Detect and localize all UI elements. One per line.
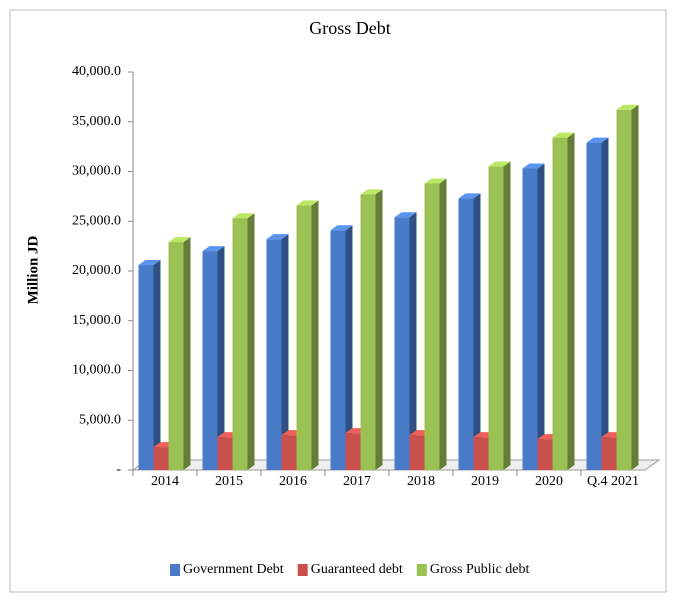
bar-top (458, 193, 481, 199)
bar (409, 435, 425, 470)
bar-side (537, 163, 545, 470)
bar-side (631, 104, 639, 470)
bar-side (183, 237, 191, 470)
bar-top (266, 234, 289, 240)
bar-top (138, 260, 161, 266)
y-tick-label: 30,000.0 (72, 164, 121, 179)
bar-side (345, 225, 353, 470)
y-tick-label: 35,000.0 (72, 114, 121, 129)
legend-swatch (297, 564, 308, 576)
bar-side (311, 200, 319, 470)
bar-side (247, 213, 255, 470)
legend-label: Government Debt (183, 562, 284, 577)
bar (266, 239, 282, 470)
bar (232, 218, 248, 470)
bar-top (360, 189, 383, 195)
x-tick-label: 2017 (343, 474, 371, 489)
y-tick-label: - (116, 462, 121, 477)
bar (586, 142, 602, 470)
bar-side (409, 212, 417, 470)
legend-swatch (416, 564, 427, 576)
x-tick-label: 2014 (151, 474, 179, 489)
bar (616, 109, 632, 470)
bar-top (616, 104, 639, 110)
bar (138, 265, 154, 470)
bar-side (217, 246, 225, 470)
bar (296, 205, 312, 470)
bar (458, 198, 474, 471)
bar (153, 447, 169, 470)
x-tick-label: 2018 (407, 474, 435, 489)
x-tick-label: Q.4 2021 (587, 474, 639, 489)
bar-side (567, 132, 575, 471)
y-axis-label: Million JD (25, 235, 41, 304)
bar (202, 251, 218, 470)
legend-label: Gross Public debt (430, 562, 530, 577)
y-tick-label: 25,000.0 (72, 213, 121, 228)
legend-label: Guaranteed debt (311, 562, 403, 577)
x-tick-label: 2015 (215, 474, 243, 489)
bar (217, 437, 233, 470)
bar-top (330, 225, 353, 231)
x-tick-label: 2019 (471, 474, 499, 489)
bar-top (232, 213, 255, 219)
bar (473, 437, 489, 470)
bar-side (281, 234, 289, 470)
y-tick-label: 15,000.0 (72, 313, 121, 328)
bar-side (153, 260, 161, 470)
bar-side (375, 189, 383, 470)
bar (537, 439, 553, 470)
y-tick-label: 10,000.0 (72, 363, 121, 378)
bar-top (202, 246, 225, 252)
bar (360, 194, 376, 470)
bar-top (424, 178, 447, 184)
bar-top (394, 212, 417, 218)
bar (522, 168, 538, 470)
bar-top (586, 137, 609, 143)
chart-title: Gross Debt (309, 18, 391, 38)
bar (394, 217, 410, 470)
bar-side (473, 193, 481, 471)
bar-side (503, 161, 511, 470)
bar (488, 166, 504, 470)
bar-top (296, 200, 319, 206)
bar-top (552, 132, 575, 138)
bar (552, 137, 568, 471)
bar (281, 435, 297, 470)
x-tick-label: 2020 (535, 474, 563, 489)
x-tick-label: 2016 (279, 474, 307, 489)
bar (345, 433, 361, 470)
bar (601, 437, 617, 470)
y-tick-label: 20,000.0 (72, 263, 121, 278)
y-tick-label: 40,000.0 (72, 64, 121, 79)
bar-top (488, 161, 511, 167)
bar (168, 242, 184, 470)
bar-top (168, 237, 191, 243)
bar (424, 183, 440, 470)
bar (330, 230, 346, 470)
legend-swatch (170, 564, 180, 576)
y-tick-label: 5,000.0 (79, 412, 121, 427)
bar-top (522, 163, 545, 169)
bar-side (439, 178, 447, 470)
bar-side (601, 137, 609, 470)
